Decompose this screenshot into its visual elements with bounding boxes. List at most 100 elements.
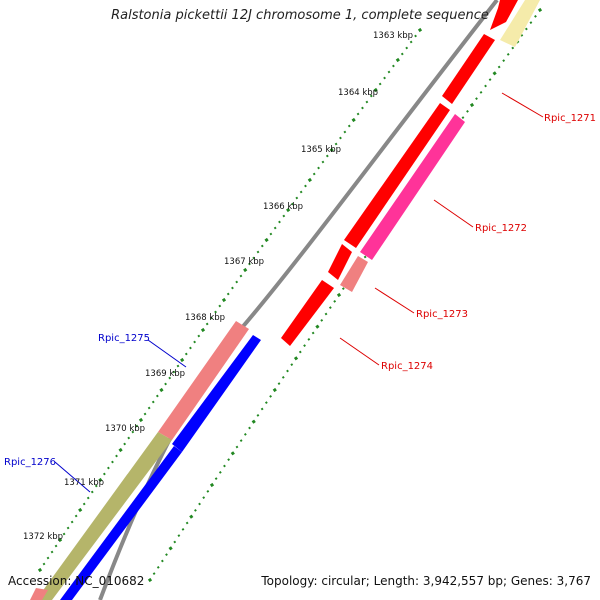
outer-tick-dot	[206, 489, 210, 493]
inner-tick-ring	[37, 27, 423, 573]
inner-tick-dot	[329, 147, 334, 153]
outer-tick-dot	[165, 553, 168, 557]
outer-tick-dot	[243, 432, 247, 436]
inner-tick-dot	[66, 526, 70, 530]
inner-tick-dot	[339, 136, 342, 140]
inner-tick-dot	[392, 64, 395, 68]
inner-tick-dot	[155, 394, 159, 398]
outer-tick-dot	[502, 59, 506, 63]
inner-tick-dot	[361, 106, 364, 110]
inner-tick-dot	[118, 447, 123, 453]
outer-tick-dot	[235, 445, 239, 449]
outer-tick-dot	[177, 534, 181, 538]
inner-tick-dot	[405, 46, 409, 50]
outer-tick-dot	[466, 109, 469, 113]
inner-tick-dot	[62, 532, 66, 536]
inner-tick-dot	[325, 154, 329, 158]
outer-tick-dot	[160, 559, 164, 563]
outer-tick-dot	[152, 572, 156, 576]
tick-label-1370: 1370 kbp	[105, 424, 145, 434]
outer-tick-dot	[147, 577, 153, 583]
outer-tick-dot	[269, 394, 272, 398]
inner-tick-dot	[50, 550, 54, 554]
outer-tick-dot	[492, 71, 497, 76]
inner-tick-dot	[200, 327, 206, 333]
inner-tick-dot	[37, 567, 43, 573]
inner-tick-dot	[172, 370, 176, 374]
gene-label-rpic-1275: Rpic_1275	[98, 333, 150, 344]
inner-tick-dot	[98, 477, 103, 483]
outer-tick-dot	[227, 458, 231, 462]
inner-tick-dot	[378, 82, 382, 86]
outer-tick-dot	[315, 324, 320, 329]
inner-tick-dot	[248, 262, 251, 266]
inner-tick-dot	[151, 400, 155, 404]
outer-tick-dot	[281, 375, 285, 379]
inner-tick-dot	[239, 274, 243, 278]
tick-label-1365: 1365 kbp	[301, 145, 341, 155]
outer-tick-dot	[479, 90, 483, 94]
gene-label-rpic-1271: Rpic_1271	[544, 113, 596, 124]
tick-label-1372: 1372 kbp	[23, 532, 63, 542]
inner-tick-dot	[90, 490, 94, 494]
inner-tick-dot	[214, 310, 217, 314]
outer-tick-dot	[198, 502, 201, 506]
outer-tick-dot	[524, 27, 528, 31]
inner-tick-dot	[57, 537, 63, 543]
inner-tick-dot	[321, 160, 325, 164]
inner-tick-dot	[176, 364, 180, 368]
inner-tick-dot	[231, 286, 234, 290]
inner-tick-dot	[243, 267, 248, 273]
tick-label-1368: 1368 kbp	[185, 313, 225, 323]
outer-tick-dot	[497, 65, 501, 69]
inner-tick-dot	[78, 507, 83, 513]
tick-label-1369: 1369 kbp	[145, 369, 185, 379]
tick-label-1363: 1363 kbp	[373, 31, 413, 41]
outer-tick-dot	[311, 331, 315, 335]
outer-tick-dot	[469, 102, 475, 108]
inner-tick-dot	[235, 280, 239, 284]
outer-tick-dot	[239, 439, 243, 443]
outer-tick-dot	[189, 514, 194, 519]
inner-tick-dot	[193, 340, 197, 344]
outer-tick-dot	[537, 7, 543, 13]
pink-bottom-feature	[30, 588, 48, 600]
inner-tick-dot	[312, 172, 316, 176]
inner-tick-dot	[395, 57, 400, 63]
outer-tick-dot	[185, 521, 189, 525]
connector-rpic-1274	[339, 337, 380, 366]
outer-tick-dot	[181, 527, 185, 531]
inner-tick-dot	[264, 237, 269, 243]
outer-tick-dot	[336, 292, 342, 298]
tick-label-1367: 1367 kbp	[224, 257, 264, 267]
outer-tick-ring	[147, 7, 543, 583]
inner-tick-dot	[387, 70, 391, 74]
inner-tick-dot	[221, 297, 227, 303]
outer-tick-dot	[488, 78, 492, 82]
gene-label-rpic-1273: Rpic_1273	[416, 309, 468, 320]
inner-tick-dot	[400, 52, 404, 56]
inner-tick-dot	[417, 27, 423, 33]
inner-tick-dot	[209, 316, 213, 320]
accession-text: Accession: NC_010682	[8, 574, 145, 588]
feature-top-yellow	[500, 0, 540, 47]
outer-tick-dot	[290, 363, 294, 367]
inner-tick-dot	[82, 502, 86, 506]
outer-tick-dot	[293, 356, 299, 361]
inner-tick-dot	[111, 460, 114, 464]
inner-tick-dot	[260, 244, 264, 248]
map-title: Ralstonia pickettii 12J chromosome 1, co…	[111, 8, 489, 23]
gene-rpic-1271	[442, 34, 495, 104]
inner-tick-dot	[304, 184, 307, 188]
inner-tick-dot	[414, 34, 417, 38]
connector-rpic-1272	[433, 199, 474, 228]
inner-tick-dot	[168, 376, 172, 380]
backbone-line	[98, 0, 499, 600]
gene-label-rpic-1272: Rpic_1272	[475, 223, 527, 234]
inner-tick-dot	[286, 207, 291, 213]
inner-tick-dot	[164, 382, 167, 386]
tick-label-1364: 1364 kbp	[338, 88, 378, 98]
gene-rpic-1275-cds	[172, 335, 261, 452]
inner-tick-dot	[135, 424, 139, 428]
